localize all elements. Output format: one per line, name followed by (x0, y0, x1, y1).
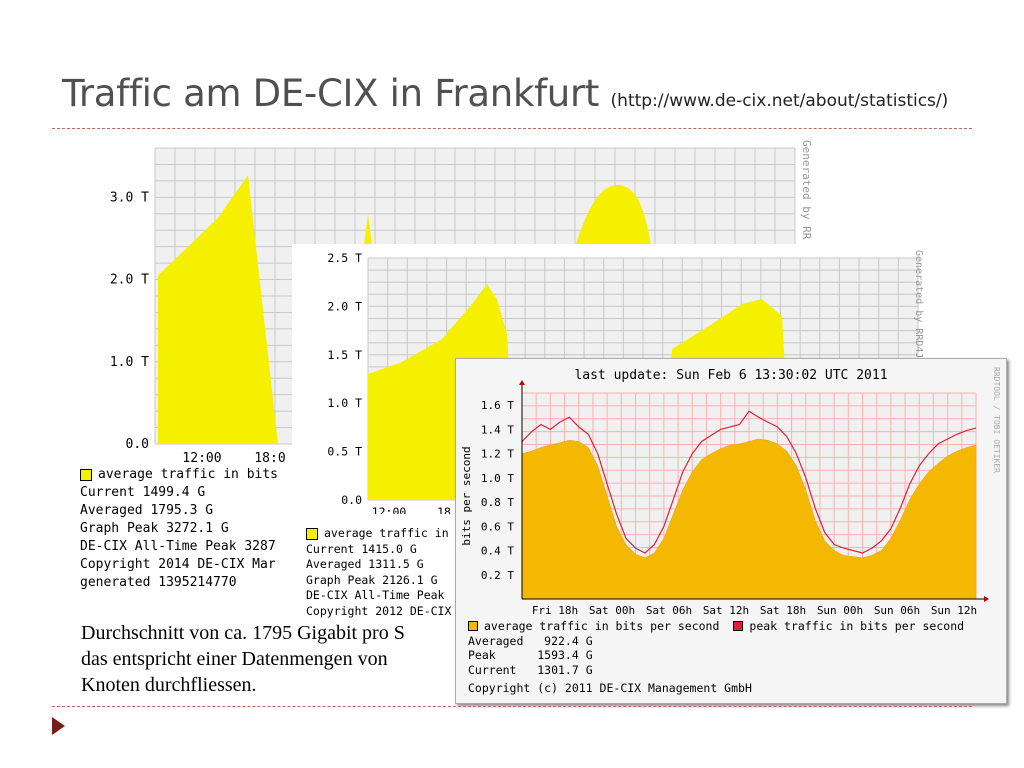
legend-swatch-red (733, 621, 744, 632)
info-generated: generated 1395214770 (80, 575, 237, 590)
y-axis-arrow-icon (519, 380, 525, 385)
info-copyright: Copyright 2014 DE-CIX Mar (80, 557, 276, 572)
legend-swatch-yellow (80, 469, 92, 481)
info-current: Current 1415.0 G (306, 541, 417, 556)
x-tick-label: 18:0 (254, 451, 285, 466)
info-alltime-peak: DE-CIX All-Time Peak (306, 588, 445, 602)
graph-2011-svg: 0.2 T 0.4 T 0.6 T 0.8 T 1.0 T 1.2 T 1.4 T 1.6 T… (460, 367, 1001, 617)
graph-2012-watermark: Generated by RRD4J (913, 250, 924, 358)
title-divider (52, 128, 972, 129)
info-alltime-peak: DE-CIX All-Time Peak 3287 (80, 539, 276, 554)
y-tick-label: 0.6 T (481, 520, 514, 533)
y-tick-label: 1.0 T (481, 472, 514, 485)
y-tick-label: 0.5 T (327, 445, 362, 459)
footer-divider (52, 706, 972, 707)
info-averaged: Averaged 922.4 G (468, 633, 593, 648)
legend-avg-label: average traffic in bits per second (484, 619, 720, 633)
graph-2011-ylabel: bits per second (460, 446, 473, 545)
body-line-1: Durchschnitt von ca. 1795 Gigabit pro S (81, 622, 405, 644)
legend-swatch-yellow (306, 527, 318, 540)
graph-2014-watermark: Generated by RR (800, 140, 813, 240)
area-series-avg (521, 438, 977, 600)
graph-2011-watermark: RRDTOOL / TOBI OETIKER (992, 367, 1001, 473)
slide-title: Traffic am DE-CIX in Frankfurt (http://w… (62, 72, 948, 115)
y-tick-label: 2.0 T (110, 273, 149, 288)
info-averaged: Averaged 1795.3 G (80, 503, 214, 518)
y-tick-label: 0.0 (126, 437, 149, 452)
x-tick-label: Sun 00h (817, 604, 863, 617)
info-graph-peak: Graph Peak 3272.1 G (80, 521, 229, 536)
graph-2011-legend: average traffic in bits per second peak … (468, 619, 964, 696)
source-link[interactable]: (http://www.de-cix.net/about/statistics/… (610, 91, 949, 111)
legend-peak-label: peak traffic in bits per second (749, 619, 965, 633)
x-tick-label: 18 (437, 505, 451, 514)
bullet-arrow-icon (52, 717, 65, 735)
y-tick-label: 1.5 T (327, 348, 362, 362)
x-tick-label: Sun 12h (931, 604, 977, 617)
slide-title-text: Traffic am DE-CIX in Frankfurt (62, 72, 600, 115)
x-tick-label: Sat 18h (760, 604, 806, 617)
graph-2012-legend: average traffic in Current 1415.0 G Aver… (306, 526, 451, 619)
x-tick-label: 12:00 (372, 505, 407, 514)
y-tick-label: 1.0 T (327, 396, 362, 410)
slide-body-text: Durchschnitt von ca. 1795 Gigabit pro S … (81, 620, 405, 698)
info-copyright: Copyright (c) 2011 DE-CIX Management Gmb… (468, 681, 752, 695)
y-tick-label: 2.0 T (327, 299, 362, 313)
y-tick-label: 3.0 T (110, 190, 149, 205)
legend-swatch-orange (468, 621, 478, 632)
body-line-3: Knoten durchfliessen. (81, 674, 257, 696)
info-current: Current 1301.7 G (468, 662, 593, 677)
y-tick-label: 1.4 T (481, 423, 514, 436)
legend-label: average traffic in bits (98, 467, 279, 482)
y-tick-label: 1.2 T (481, 448, 514, 461)
y-tick-label: 0.0 (341, 493, 362, 507)
y-tick-label: 1.0 T (110, 355, 149, 370)
info-copyright: Copyright 2012 DE-CIX (306, 603, 452, 618)
y-tick-label: 0.8 T (481, 496, 514, 509)
x-tick-label: 12:00 (182, 451, 221, 466)
x-tick-label: Sat 06h (646, 604, 692, 617)
graph-2011-header: last update: Sun Feb 6 13:30:02 UTC 2011 (574, 368, 888, 383)
x-tick-label: Sun 06h (874, 604, 920, 617)
info-graph-peak: Graph Peak 2126.1 G (306, 572, 438, 587)
x-tick-label: Fri 18h (532, 604, 578, 617)
legend-label: average traffic in (324, 526, 449, 540)
body-line-2: das entspricht einer Datenmengen von (81, 648, 388, 670)
y-tick-label: 1.6 T (481, 399, 514, 412)
info-averaged: Averaged 1311.5 G (306, 557, 424, 571)
graph-2014-legend: average traffic in bits Current 1499.4 G… (80, 466, 278, 592)
info-peak: Peak 1593.4 G (468, 648, 593, 662)
y-tick-label: 0.2 T (481, 569, 514, 582)
x-tick-label: Sat 00h (589, 604, 635, 617)
x-tick-label: Sat 12h (703, 604, 749, 617)
y-tick-label: 0.4 T (481, 545, 514, 558)
x-axis-arrow-icon (984, 596, 989, 602)
graph-2011: last update: Sun Feb 6 13:30:02 UTC 2011… (455, 358, 1007, 704)
y-tick-label: 2.5 T (327, 251, 362, 265)
line-series-peak (521, 410, 977, 554)
info-current: Current 1499.4 G (80, 485, 206, 500)
